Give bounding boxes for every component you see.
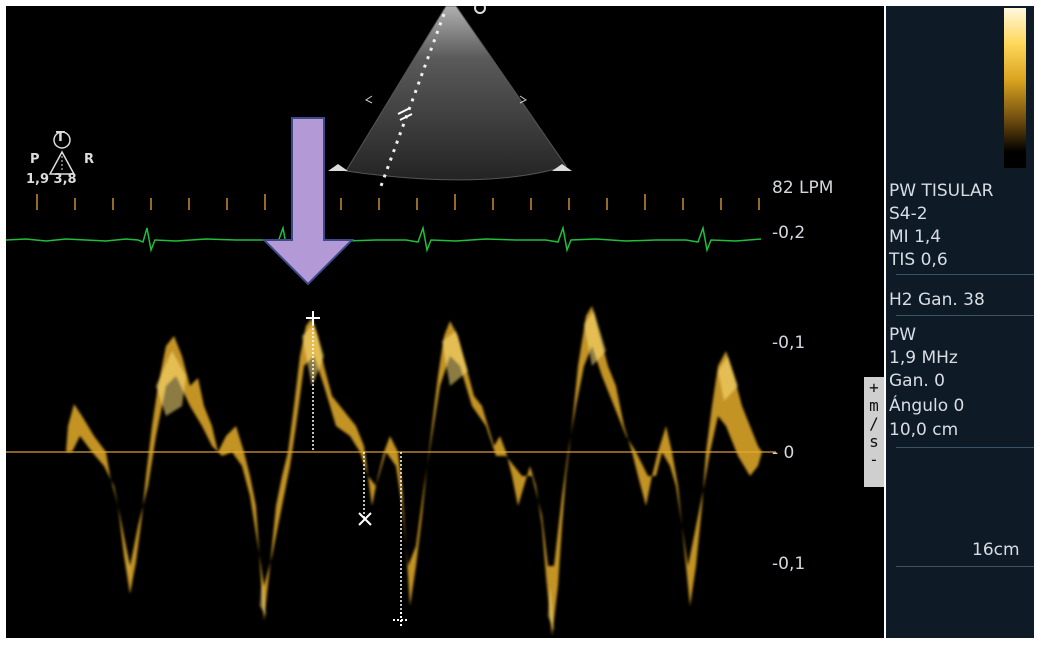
probe-marker-right: R <box>84 152 95 167</box>
separator <box>896 447 1034 448</box>
frequency-label: 1,9 MHz <box>889 348 958 368</box>
separator <box>896 315 1034 316</box>
unit-plus: + <box>869 378 879 397</box>
scale-label-upper: -0,1 <box>772 333 806 353</box>
mode-label: PW TISULAR <box>889 181 994 201</box>
b-mode-sector <box>328 6 572 187</box>
scale-label-top: -0,2 <box>772 223 806 243</box>
unit-slash: / <box>869 414 879 433</box>
unit-s: s <box>869 432 879 451</box>
velocity-unit-box: + m / s - <box>864 377 884 487</box>
scale-label-lower: -0,1 <box>772 554 806 574</box>
scale-label-zero: - 0 <box>772 443 795 463</box>
ecg-trace <box>6 225 762 253</box>
dotted-plus-marker <box>393 612 409 628</box>
heart-rate-label: 82 LPM <box>772 178 834 198</box>
doppler-spectrum <box>66 306 762 636</box>
probe-orientation-icon <box>48 131 76 175</box>
tis-label: TIS 0,6 <box>889 250 948 270</box>
measurement-calipers <box>306 311 409 628</box>
cursor-line <box>379 13 446 187</box>
unit-minus: - <box>869 450 879 469</box>
x-marker <box>358 512 372 526</box>
time-tick-ruler <box>36 194 760 210</box>
angle-label: Ángulo 0 <box>889 396 965 416</box>
probe-marker-letter: T <box>56 130 65 145</box>
settings-panel: PW TISULAR S4-2 MI 1,4 TIS 0,6 H2 Gan. 3… <box>886 6 1034 638</box>
separator <box>896 566 1034 567</box>
color-scale-bar <box>1004 8 1026 168</box>
separator <box>896 274 1034 275</box>
depth-label: 10,0 cm <box>889 420 959 440</box>
doppler-display: T P R 1,9 3,8 82 LPM -0,2 -0,1 - 0 -0,1 <box>6 6 884 638</box>
h2-gain-label: H2 Gan. 38 <box>889 290 985 310</box>
doppler-graphics <box>6 6 776 636</box>
probe-marker-left: P <box>30 152 40 167</box>
down-arrow-pointer <box>261 117 355 286</box>
probe-label: S4-2 <box>889 204 928 224</box>
unit-m: m <box>869 396 879 415</box>
mi-label: MI 1,4 <box>889 227 942 247</box>
gain-label: Gan. 0 <box>889 371 945 391</box>
scale-distance-label: 16cm <box>972 540 1020 560</box>
probe-marker-values: 1,9 3,8 <box>26 172 77 187</box>
plus-marker <box>306 311 320 325</box>
pw-label: PW <box>889 325 917 345</box>
